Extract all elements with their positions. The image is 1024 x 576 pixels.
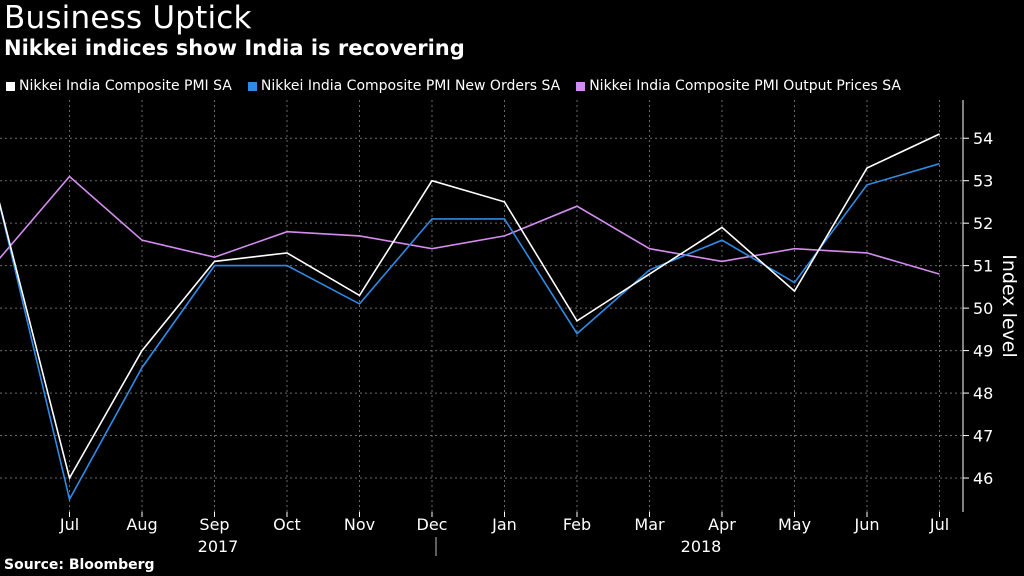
chart-title: Business Uptick — [4, 0, 252, 36]
y-tick-label: 48 — [973, 384, 993, 403]
x-tick-label: Jun — [854, 515, 880, 534]
x-tick-label: Jan — [491, 515, 517, 534]
y-tick-label: 46 — [973, 469, 993, 488]
legend-swatch-new-orders — [247, 81, 257, 91]
y-tick-label: 49 — [973, 342, 993, 361]
series-line-composite-pmi — [0, 133, 940, 481]
y-tick-label: 53 — [973, 172, 993, 191]
x-tick-label: Apr — [708, 515, 736, 534]
legend-item-output-prices: Nikkei India Composite PMI Output Prices… — [576, 78, 901, 94]
source-note: Source: Bloomberg — [4, 557, 155, 573]
x-tick-label: Mar — [634, 515, 665, 534]
x-tick-label: Jul — [59, 515, 79, 534]
series-line-new-orders — [0, 162, 940, 502]
y-tick-label: 54 — [973, 129, 993, 148]
y-tick-label: 51 — [973, 257, 993, 276]
legend: Nikkei India Composite PMI SA Nikkei Ind… — [6, 78, 901, 94]
legend-item-composite: Nikkei India Composite PMI SA — [6, 78, 232, 94]
x-tick-label: Jul — [929, 515, 949, 534]
y-tick-label: 50 — [973, 299, 993, 318]
x-tick-label: Dec — [417, 515, 448, 534]
y-tick-label: 47 — [973, 427, 993, 446]
series-line-output-prices — [0, 175, 940, 275]
x-tick-label: Feb — [563, 515, 591, 534]
legend-swatch-output-prices — [576, 81, 586, 91]
legend-item-new-orders: Nikkei India Composite PMI New Orders SA — [247, 78, 561, 94]
x-tick-label: Aug — [126, 515, 157, 534]
y-axis-label: Index level — [998, 254, 1020, 358]
x-year-label: 2017 — [198, 537, 239, 556]
legend-label-new-orders: Nikkei India Composite PMI New Orders SA — [260, 78, 561, 94]
x-tick-label: May — [778, 515, 811, 534]
legend-swatch-composite — [6, 81, 15, 91]
x-tick-label: Sep — [199, 515, 229, 534]
x-tick-label: Oct — [273, 515, 301, 534]
legend-label-composite: Nikkei India Composite PMI SA — [19, 78, 232, 94]
y-tick-label: 52 — [973, 214, 993, 233]
x-year-label: 2018 — [681, 537, 722, 556]
legend-label-output-prices: Nikkei India Composite PMI Output Prices… — [589, 78, 902, 94]
x-tick-label: Nov — [344, 515, 375, 534]
chart-subtitle: Nikkei indices show India is recovering — [4, 36, 465, 60]
